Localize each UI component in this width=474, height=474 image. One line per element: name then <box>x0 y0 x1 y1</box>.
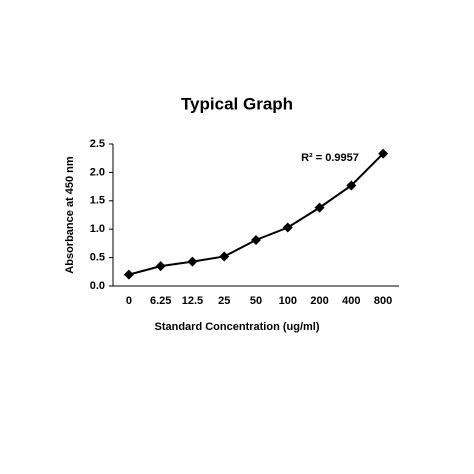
x-tick-label: 400 <box>342 295 360 307</box>
marker <box>123 269 134 280</box>
annotation: R² = 0.9957 <box>301 152 359 164</box>
y-tick-label: 1.5 <box>90 195 105 207</box>
chart-title: Typical Graph <box>181 94 293 113</box>
marker <box>187 256 198 267</box>
marker <box>251 234 261 245</box>
marker <box>282 222 293 233</box>
x-tick-label: 800 <box>374 295 392 307</box>
marker <box>219 251 230 262</box>
x-axis-label: Standard Concentration (ug/ml) <box>155 321 320 333</box>
x-tick-label: 200 <box>310 295 328 307</box>
y-tick-label: 0.0 <box>90 280 105 292</box>
x-tick-label: 6.25 <box>150 295 171 307</box>
x-tick-label: 50 <box>250 295 262 307</box>
y-tick-label: 0.5 <box>90 252 105 264</box>
marker <box>314 202 325 213</box>
x-tick-label: 12.5 <box>182 295 203 307</box>
marker <box>155 261 166 272</box>
marker <box>346 180 357 191</box>
x-tick-label: 25 <box>218 295 230 307</box>
y-tick-label: 2.5 <box>90 138 105 150</box>
x-tick-label: 100 <box>279 295 297 307</box>
x-tick-label: 0 <box>126 295 132 307</box>
marker <box>378 148 389 159</box>
y-axis-label: Absorbance at 450 nm <box>64 156 76 274</box>
y-tick-label: 1.0 <box>90 223 105 235</box>
y-tick-label: 2.0 <box>90 166 105 178</box>
